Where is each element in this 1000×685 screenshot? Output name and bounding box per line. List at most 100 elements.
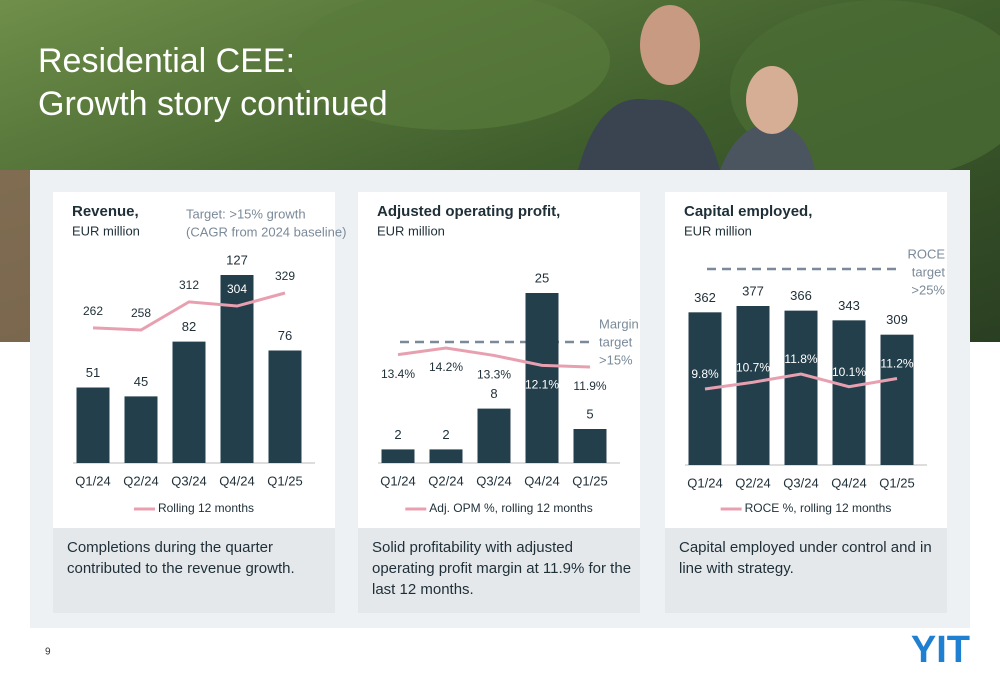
- bar: [172, 341, 206, 463]
- bar-value-label: 51: [86, 365, 100, 380]
- x-tick-label: Q1/24: [687, 475, 722, 490]
- line-value-label: 329: [275, 269, 295, 283]
- line-value-label: 262: [83, 304, 103, 318]
- annotation: ROCE: [907, 246, 945, 261]
- annotation: target: [599, 334, 633, 349]
- chart-title: Capital employed,: [684, 203, 812, 220]
- x-tick-label: Q3/24: [783, 475, 818, 490]
- chart-title: Revenue,: [72, 203, 139, 220]
- x-tick-label: Q3/24: [171, 473, 206, 488]
- bar-value-label: 8: [490, 386, 497, 401]
- photo: [746, 66, 798, 134]
- annotation: (CAGR from 2024 baseline): [186, 224, 346, 239]
- legend-label: Adj. OPM %, rolling 12 months: [429, 501, 592, 515]
- x-tick-label: Q1/24: [75, 473, 110, 488]
- caption: Completions during the quarter: [67, 539, 273, 556]
- caption: line with strategy.: [679, 560, 794, 577]
- line: [397, 346, 591, 369]
- x-tick-label: Q2/24: [428, 473, 463, 488]
- bar-value-label: 377: [742, 283, 764, 298]
- slide-title: Growth story continued: [38, 85, 388, 123]
- chart-subtitle: EUR million: [684, 223, 752, 238]
- photo: [720, 124, 815, 170]
- line-value-label: 11.8%: [784, 352, 817, 366]
- bar-value-label: 82: [182, 319, 196, 334]
- bar-value-label: 309: [886, 312, 908, 327]
- bar-value-label: 366: [790, 288, 812, 303]
- bar: [736, 306, 770, 465]
- line-value-label: 11.2%: [880, 357, 913, 371]
- caption-box: [358, 528, 640, 613]
- bar-value-label: 5: [586, 406, 593, 421]
- legend-label: ROCE %, rolling 12 months: [745, 501, 892, 515]
- bar: [124, 396, 158, 463]
- line-value-label: 10.1%: [832, 365, 866, 379]
- bar: [477, 408, 511, 463]
- bar-value-label: 2: [394, 427, 401, 442]
- line: [704, 372, 898, 391]
- x-tick-label: Q2/24: [123, 473, 158, 488]
- caption: Solid profitability with adjusted: [372, 539, 573, 556]
- annotation: Margin: [599, 316, 639, 331]
- bar-value-label: 45: [134, 374, 148, 389]
- line: [92, 291, 286, 332]
- bar: [268, 350, 302, 463]
- chart-subtitle: EUR million: [377, 223, 445, 238]
- bar: [784, 310, 818, 465]
- bar: [76, 387, 110, 463]
- line-value-label: 14.2%: [429, 360, 463, 374]
- legend-label: Rolling 12 months: [158, 501, 254, 515]
- caption: operating profit margin at 11.9% for the: [372, 560, 631, 577]
- line-value-label: 312: [179, 278, 199, 292]
- bar-value-label: 362: [694, 290, 716, 305]
- photo: [578, 98, 720, 170]
- bar: [525, 293, 559, 463]
- bar-value-label: 76: [278, 328, 292, 343]
- x-tick-label: Q3/24: [476, 473, 511, 488]
- x-tick-label: Q2/24: [735, 475, 770, 490]
- x-tick-label: Q1/25: [267, 473, 302, 488]
- bar: [381, 449, 415, 463]
- bar: [573, 429, 607, 463]
- bar: [832, 320, 866, 465]
- line-value-label: 9.8%: [691, 367, 719, 381]
- annotation: Target: >15% growth: [186, 206, 306, 221]
- bar-value-label: 2: [442, 427, 449, 442]
- line-value-label: 13.3%: [477, 368, 511, 382]
- line-value-label: 304: [227, 282, 247, 296]
- line-value-label: 13.4%: [381, 367, 415, 381]
- caption-box: [53, 528, 335, 613]
- line-value-label: 10.7%: [736, 360, 770, 374]
- slide-title: Residential CEE:: [38, 42, 295, 80]
- line-value-label: 12.1%: [525, 378, 559, 392]
- bar-value-label: 25: [535, 270, 549, 285]
- caption: contributed to the revenue growth.: [67, 560, 295, 577]
- line-value-label: 258: [131, 306, 151, 320]
- x-tick-label: Q4/24: [219, 473, 254, 488]
- line-value-label: 11.9%: [573, 379, 606, 393]
- bar: [429, 449, 463, 463]
- x-tick-label: Q4/24: [831, 475, 866, 490]
- bar: [880, 334, 914, 465]
- caption: last 12 months.: [372, 581, 474, 598]
- chart-subtitle: EUR million: [72, 223, 140, 238]
- x-tick-label: Q1/25: [879, 475, 914, 490]
- x-tick-label: Q4/24: [524, 473, 559, 488]
- x-tick-label: Q1/24: [380, 473, 415, 488]
- annotation: target: [912, 264, 946, 279]
- annotation: >15%: [599, 352, 633, 367]
- photo: [640, 5, 700, 85]
- bar-value-label: 343: [838, 298, 860, 313]
- caption-box: [665, 528, 947, 613]
- card: [358, 192, 640, 528]
- photo: [290, 0, 610, 130]
- caption: Capital employed under control and in: [679, 539, 932, 556]
- logo: YIT: [911, 629, 970, 671]
- page-number: 9: [45, 647, 51, 658]
- bar-value-label: 127: [226, 252, 248, 267]
- annotation: >25%: [911, 282, 945, 297]
- x-tick-label: Q1/25: [572, 473, 607, 488]
- chart-title: Adjusted operating profit,: [377, 203, 560, 220]
